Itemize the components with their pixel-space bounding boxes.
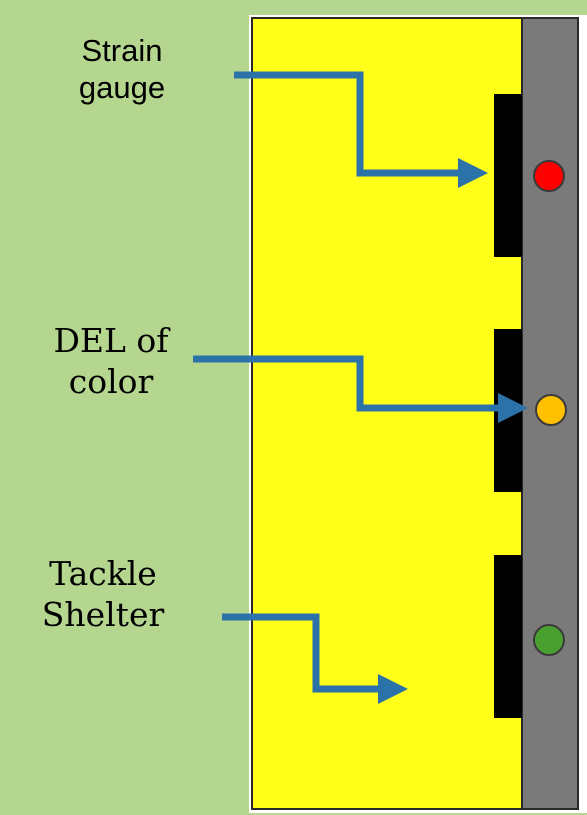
tackle-shelter-strip (494, 555, 522, 718)
strain-gauge-label-line2: gauge (52, 69, 192, 106)
tackle-shelter-label-line2: Shelter (28, 594, 178, 635)
del-of-color-label: DEL of color (36, 320, 186, 403)
amber-led (536, 395, 566, 425)
strain-gauge-label: Strain gauge (52, 32, 192, 106)
del-of-color-label-line2: color (36, 361, 186, 402)
tackle-shelter-label-line1: Tackle (28, 553, 178, 594)
strain-gauge-label-line1: Strain (52, 32, 192, 69)
red-led (534, 161, 564, 191)
tackle-shelter-label: Tackle Shelter (28, 553, 178, 636)
green-led (534, 625, 564, 655)
del-of-color-label-line1: DEL of (36, 320, 186, 361)
strain-gauge-strip (494, 94, 522, 257)
